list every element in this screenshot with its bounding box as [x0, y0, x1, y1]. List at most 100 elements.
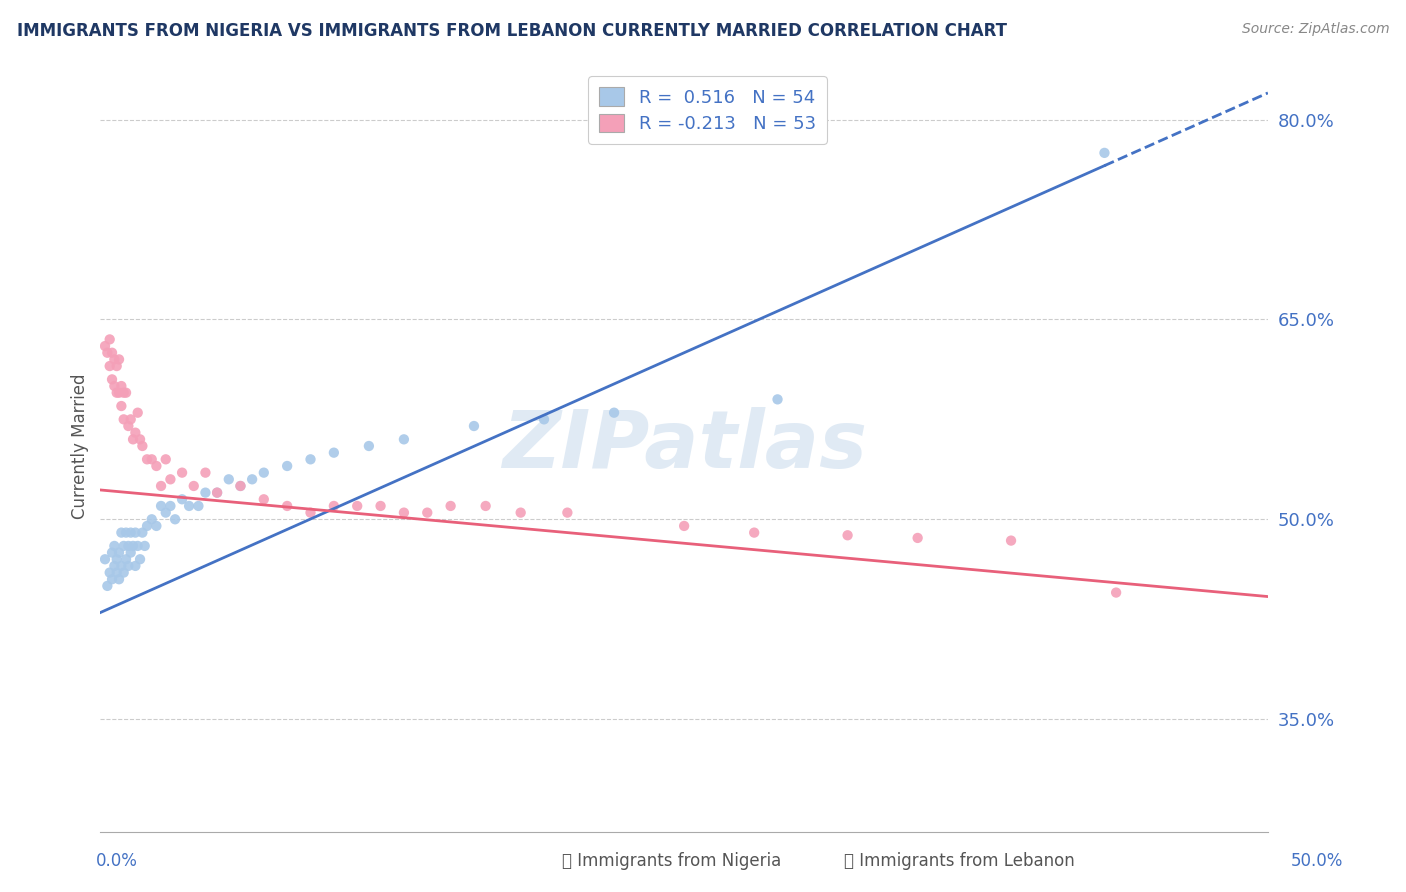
Point	[276, 458, 298, 473]
Point	[299, 452, 322, 467]
Point	[155, 452, 177, 467]
Point	[172, 466, 194, 480]
Point	[136, 519, 159, 533]
Point	[112, 412, 135, 426]
Point	[603, 406, 626, 420]
Point	[117, 558, 139, 573]
Point	[141, 452, 163, 467]
Point	[439, 499, 461, 513]
Point	[177, 499, 200, 513]
Point	[124, 525, 146, 540]
Point	[108, 545, 131, 559]
Point	[159, 499, 181, 513]
Point	[533, 412, 555, 426]
Point	[105, 359, 128, 373]
Point	[194, 485, 217, 500]
Point	[240, 472, 263, 486]
Point	[150, 479, 173, 493]
Point	[120, 525, 142, 540]
Point	[120, 412, 142, 426]
Point	[110, 525, 132, 540]
Point	[357, 439, 380, 453]
Point	[122, 433, 145, 447]
Point	[141, 512, 163, 526]
Point	[110, 399, 132, 413]
Point	[205, 485, 228, 500]
Point	[108, 385, 131, 400]
Y-axis label: Currently Married: Currently Married	[72, 373, 89, 519]
Text: 50.0%: 50.0%	[1291, 852, 1343, 870]
Point	[98, 333, 121, 347]
Point	[837, 528, 859, 542]
Point	[165, 512, 187, 526]
Point	[155, 506, 177, 520]
Point	[131, 439, 153, 453]
Point	[229, 479, 252, 493]
Point	[299, 506, 322, 520]
Point	[115, 385, 138, 400]
Point	[194, 466, 217, 480]
Point	[101, 545, 124, 559]
Point	[112, 566, 135, 580]
Point	[322, 445, 344, 459]
Point	[103, 539, 125, 553]
Point	[1094, 145, 1116, 160]
Point	[229, 479, 252, 493]
Point	[127, 539, 149, 553]
Point	[124, 558, 146, 573]
Point	[145, 458, 167, 473]
Point	[392, 433, 415, 447]
Point	[742, 525, 765, 540]
Point	[110, 558, 132, 573]
Point	[103, 558, 125, 573]
Point	[131, 525, 153, 540]
Point	[1000, 533, 1022, 548]
Point	[557, 506, 579, 520]
Point	[322, 499, 344, 513]
Point	[136, 452, 159, 467]
Point	[117, 539, 139, 553]
Point	[105, 552, 128, 566]
Point	[218, 472, 240, 486]
Point	[103, 379, 125, 393]
Point	[115, 552, 138, 566]
Point	[159, 472, 181, 486]
Point	[150, 499, 173, 513]
Point	[463, 419, 485, 434]
Point	[129, 433, 152, 447]
Text: IMMIGRANTS FROM NIGERIA VS IMMIGRANTS FROM LEBANON CURRENTLY MARRIED CORRELATION: IMMIGRANTS FROM NIGERIA VS IMMIGRANTS FR…	[17, 22, 1007, 40]
Point	[129, 552, 152, 566]
Text: ⬜ Immigrants from Lebanon: ⬜ Immigrants from Lebanon	[844, 852, 1074, 870]
Text: 0.0%: 0.0%	[96, 852, 138, 870]
Point	[112, 539, 135, 553]
Text: ⬜ Immigrants from Nigeria: ⬜ Immigrants from Nigeria	[562, 852, 782, 870]
Point	[117, 419, 139, 434]
Point	[101, 572, 124, 586]
Point	[276, 499, 298, 513]
Point	[110, 379, 132, 393]
Legend: R =  0.516   N = 54, R = -0.213   N = 53: R = 0.516 N = 54, R = -0.213 N = 53	[588, 77, 827, 144]
Point	[115, 525, 138, 540]
Point	[145, 519, 167, 533]
Point	[134, 539, 156, 553]
Point	[124, 425, 146, 440]
Point	[108, 572, 131, 586]
Point	[101, 345, 124, 359]
Point	[1105, 585, 1128, 599]
Point	[108, 352, 131, 367]
Point	[253, 492, 276, 507]
Point	[253, 466, 276, 480]
Point	[101, 372, 124, 386]
Point	[94, 339, 117, 353]
Point	[105, 385, 128, 400]
Point	[392, 506, 415, 520]
Point	[127, 406, 149, 420]
Text: ZIPatlas: ZIPatlas	[502, 407, 866, 485]
Point	[416, 506, 439, 520]
Point	[205, 485, 228, 500]
Point	[96, 345, 118, 359]
Point	[187, 499, 209, 513]
Point	[122, 539, 145, 553]
Point	[98, 359, 121, 373]
Point	[112, 385, 135, 400]
